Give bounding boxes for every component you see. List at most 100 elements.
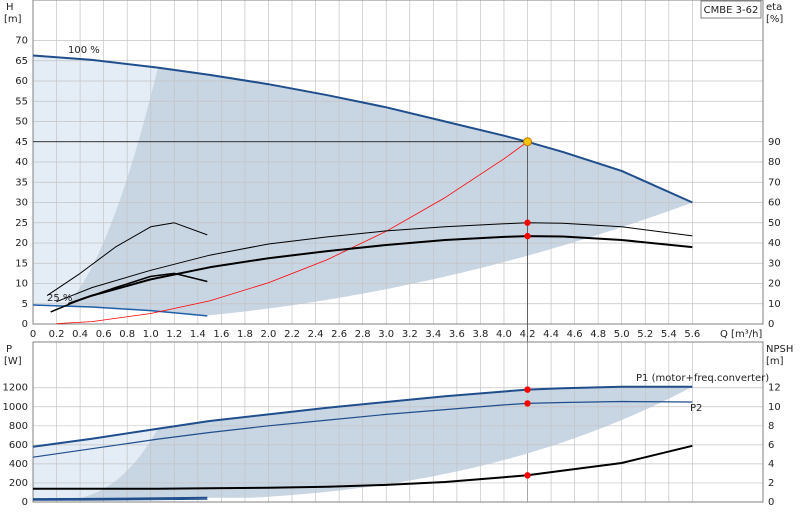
curve <box>33 444 693 490</box>
curve <box>32 385 693 448</box>
x-tick-label: 3.0 <box>378 329 394 340</box>
y2-tick-label: 60 <box>768 198 781 209</box>
y2-tick-label: 10 <box>768 299 781 310</box>
x-tick-label: 3.2 <box>402 329 418 340</box>
y2-tick-label: 6 <box>768 440 774 451</box>
y-tick-label: 65 <box>15 56 28 67</box>
y2-tick-label: 30 <box>768 258 781 269</box>
y-axis-label: P <box>6 344 12 355</box>
curve-label: 25 % <box>47 293 72 304</box>
y-tick-label: 0 <box>22 497 28 508</box>
y2-tick-label: 12 <box>768 383 781 394</box>
y2-tick-label: 50 <box>768 218 781 229</box>
curve <box>32 400 693 458</box>
x-tick-label: 5.2 <box>637 329 653 340</box>
x-tick-label: 5.6 <box>684 329 700 340</box>
x-tick-label: 0.6 <box>96 329 112 340</box>
x-axis-label: Q [m³/h] <box>720 329 762 340</box>
y2-axis-unit: [%] <box>766 14 783 25</box>
x-tick-label: 3.6 <box>449 329 465 340</box>
x-tick-label: 1.2 <box>166 329 182 340</box>
curve <box>32 304 208 317</box>
y2-tick-label: 80 <box>768 157 781 168</box>
y-tick-label: 40 <box>15 157 28 168</box>
curve-label: P2 <box>690 403 702 414</box>
y2-tick-label: 40 <box>768 238 781 249</box>
y-axis-unit: [W] <box>4 356 22 367</box>
y-tick-label: 1200 <box>3 383 28 394</box>
curve <box>32 496 208 501</box>
y-tick-label: 0 <box>22 319 28 330</box>
curve <box>67 235 693 305</box>
y-tick-label: 1000 <box>3 402 28 413</box>
y2-tick-label: 20 <box>768 279 781 290</box>
x-tick-label: 4.8 <box>590 329 606 340</box>
y-tick-label: 200 <box>9 478 28 489</box>
operating-range <box>66 67 693 316</box>
y-tick-label: 10 <box>15 279 28 290</box>
plot-frame <box>32 0 764 325</box>
y-axis-label: H <box>6 2 14 13</box>
curve <box>50 272 208 313</box>
x-tick-label: 2.2 <box>284 329 300 340</box>
y2-tick-label: 70 <box>768 177 781 188</box>
y-tick-label: 20 <box>15 238 28 249</box>
y-tick-label: 35 <box>15 177 28 188</box>
badge: CMBE 3-62 <box>704 5 759 16</box>
y2-tick-label: 4 <box>768 459 774 470</box>
y-tick-label: 70 <box>15 36 28 47</box>
x-tick-label: 4.4 <box>543 329 559 340</box>
y2-tick-label: 2 <box>768 478 774 489</box>
x-tick-label: 2.4 <box>308 329 324 340</box>
x-tick-label: 1.8 <box>237 329 253 340</box>
y-tick-label: 400 <box>9 459 28 470</box>
y-tick-label: 55 <box>15 96 28 107</box>
x-tick-label: 0.2 <box>49 329 65 340</box>
y2-tick-label: 10 <box>768 402 781 413</box>
curve <box>32 498 208 501</box>
y-axis-unit: [m] <box>4 14 22 25</box>
x-tick-label: 4.6 <box>567 329 583 340</box>
y2-tick-label: 90 <box>768 137 781 148</box>
x-tick-label: 1.6 <box>213 329 229 340</box>
y-tick-label: 25 <box>15 218 28 229</box>
marker <box>524 386 531 393</box>
marker <box>524 472 531 479</box>
x-tick-label: 3.8 <box>472 329 488 340</box>
y-tick-label: 30 <box>15 198 28 209</box>
y2-axis-unit: [m] <box>766 356 784 367</box>
y-tick-label: 800 <box>9 421 28 432</box>
curve <box>32 54 693 204</box>
x-tick-label: 5.0 <box>614 329 630 340</box>
x-tick-label: 2.6 <box>331 329 347 340</box>
y2-tick-label: 8 <box>768 421 774 432</box>
curve <box>46 222 208 297</box>
curve-label: 100 % <box>68 45 100 56</box>
plot-frame <box>32 341 764 503</box>
marker <box>524 219 531 226</box>
x-tick-label: 5.4 <box>661 329 677 340</box>
y-tick-label: 45 <box>15 137 28 148</box>
x-tick-label: 0.4 <box>72 329 88 340</box>
y-tick-label: 50 <box>15 117 28 128</box>
badge-box <box>700 0 762 19</box>
x-tick-label: 3.4 <box>425 329 441 340</box>
marker <box>524 400 531 407</box>
x-tick-label: 2.0 <box>261 329 277 340</box>
y-tick-label: 60 <box>15 76 28 87</box>
x-tick-label: 2.8 <box>355 329 371 340</box>
y-tick-label: 15 <box>15 258 28 269</box>
x-tick-label: 0.8 <box>119 329 135 340</box>
curve-label: P1 (motor+freq.converter) <box>636 373 769 384</box>
x-tick-label: 1.4 <box>190 329 206 340</box>
marker <box>524 232 531 240</box>
y-tick-label: 5 <box>22 299 28 310</box>
y2-axis-label: NPSH <box>766 344 793 355</box>
duty-point <box>523 137 533 147</box>
operating-range <box>76 386 693 499</box>
y2-axis-label: eta <box>766 2 782 13</box>
curve <box>56 222 693 303</box>
x-tick-label: 1.0 <box>143 329 159 340</box>
curve <box>56 141 528 324</box>
